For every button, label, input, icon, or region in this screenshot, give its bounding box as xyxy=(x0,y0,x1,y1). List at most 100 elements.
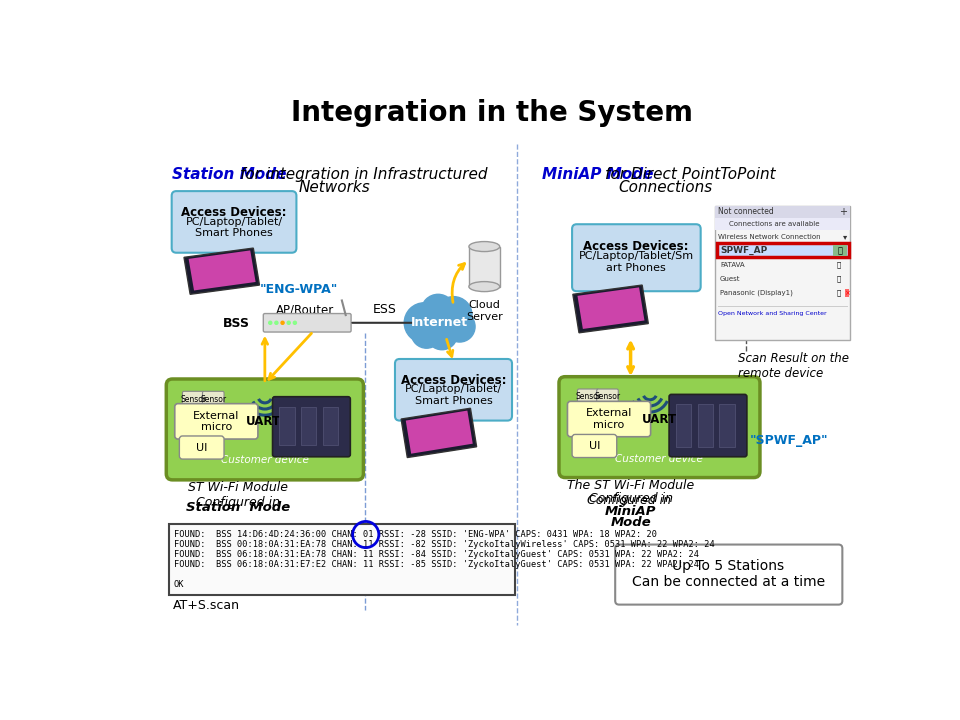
Text: 📶: 📶 xyxy=(836,276,840,282)
Text: "SPWF_AP": "SPWF_AP" xyxy=(750,434,828,447)
FancyBboxPatch shape xyxy=(715,206,850,218)
FancyBboxPatch shape xyxy=(273,397,350,456)
Text: AP/Router: AP/Router xyxy=(276,304,335,317)
Text: ▾: ▾ xyxy=(843,232,847,241)
Text: OK: OK xyxy=(174,580,184,589)
FancyBboxPatch shape xyxy=(698,405,713,446)
FancyBboxPatch shape xyxy=(263,313,351,332)
Text: Customer device: Customer device xyxy=(615,454,703,464)
Text: UART: UART xyxy=(246,415,281,428)
FancyBboxPatch shape xyxy=(559,377,760,477)
FancyBboxPatch shape xyxy=(567,401,651,437)
FancyBboxPatch shape xyxy=(597,389,618,405)
Ellipse shape xyxy=(468,282,500,292)
Circle shape xyxy=(421,294,455,328)
FancyBboxPatch shape xyxy=(669,395,747,456)
Text: "ENG-WPA": "ENG-WPA" xyxy=(259,283,338,296)
Text: FATAVA: FATAVA xyxy=(720,262,745,268)
Text: Up To 5 Stations
Can be connected at a time: Up To 5 Stations Can be connected at a t… xyxy=(632,559,825,589)
FancyBboxPatch shape xyxy=(468,246,500,287)
Text: +: + xyxy=(839,207,847,217)
Text: Sensor: Sensor xyxy=(180,395,206,403)
Text: Mode: Mode xyxy=(611,516,651,529)
Text: Sensor: Sensor xyxy=(575,392,601,401)
Text: 📶: 📶 xyxy=(836,262,840,269)
Circle shape xyxy=(426,319,457,350)
Ellipse shape xyxy=(468,241,500,251)
Circle shape xyxy=(269,321,272,324)
Text: BSS: BSS xyxy=(223,317,250,330)
FancyBboxPatch shape xyxy=(180,436,224,459)
Circle shape xyxy=(435,297,472,333)
Circle shape xyxy=(444,311,475,342)
FancyBboxPatch shape xyxy=(846,289,849,297)
Text: FOUND:  BSS 06:18:0A:31:E7:E2 CHAN: 11 RSSI: -85 SSID: 'ZyckoItalyGuest' CAPS: 0: FOUND: BSS 06:18:0A:31:E7:E2 CHAN: 11 RS… xyxy=(174,560,699,569)
Text: External
micro: External micro xyxy=(193,410,240,432)
Text: ×: × xyxy=(844,289,850,296)
Text: Customer device: Customer device xyxy=(221,455,309,465)
Text: Access Devices:: Access Devices: xyxy=(400,374,506,387)
FancyBboxPatch shape xyxy=(615,544,842,605)
Circle shape xyxy=(281,321,284,324)
Text: AT+S.scan: AT+S.scan xyxy=(173,599,239,612)
Text: PC/Laptop/Tablet/Sm
art Phones: PC/Laptop/Tablet/Sm art Phones xyxy=(579,251,693,273)
Circle shape xyxy=(275,321,278,324)
Text: Wireless Network Connection: Wireless Network Connection xyxy=(718,233,821,240)
FancyBboxPatch shape xyxy=(715,218,850,230)
FancyBboxPatch shape xyxy=(719,405,734,446)
Circle shape xyxy=(287,321,290,324)
FancyBboxPatch shape xyxy=(717,243,849,257)
FancyBboxPatch shape xyxy=(175,404,258,439)
Text: Sensor: Sensor xyxy=(201,395,227,403)
FancyBboxPatch shape xyxy=(203,391,224,407)
FancyBboxPatch shape xyxy=(572,434,616,457)
Polygon shape xyxy=(578,287,644,329)
Polygon shape xyxy=(401,408,476,457)
Circle shape xyxy=(404,303,444,343)
FancyBboxPatch shape xyxy=(301,407,317,445)
FancyBboxPatch shape xyxy=(182,391,204,407)
Text: Connections: Connections xyxy=(618,180,712,195)
Text: Cloud
Server: Cloud Server xyxy=(466,300,503,322)
Text: 📶: 📶 xyxy=(837,246,843,255)
FancyBboxPatch shape xyxy=(578,389,599,405)
Text: Configured in: Configured in xyxy=(588,492,673,505)
Polygon shape xyxy=(406,410,472,454)
FancyBboxPatch shape xyxy=(395,359,512,420)
Text: ST Wi-Fi Module
Configured in: ST Wi-Fi Module Configured in xyxy=(188,481,288,508)
Text: FOUND:  BSS 14:D6:4D:24:36:00 CHAN: 01 RSSI: -28 SSID: 'ENG-WPA' CAPS: 0431 WPA:: FOUND: BSS 14:D6:4D:24:36:00 CHAN: 01 RS… xyxy=(174,530,657,539)
FancyBboxPatch shape xyxy=(715,206,850,341)
Text: External
micro: External micro xyxy=(586,408,633,430)
FancyBboxPatch shape xyxy=(279,407,295,445)
Text: MiniAP: MiniAP xyxy=(605,505,657,518)
Text: UI: UI xyxy=(588,441,600,451)
Text: Access Devices:: Access Devices: xyxy=(181,206,287,219)
Text: MiniAP Mode: MiniAP Mode xyxy=(542,167,654,182)
Polygon shape xyxy=(184,248,259,294)
Text: Panasonic (Display1): Panasonic (Display1) xyxy=(720,289,793,296)
Text: Sensor: Sensor xyxy=(594,392,620,401)
Text: UI: UI xyxy=(196,443,207,453)
Text: Open Network and Sharing Center: Open Network and Sharing Center xyxy=(718,311,827,316)
FancyBboxPatch shape xyxy=(323,407,338,445)
Text: ESS: ESS xyxy=(372,303,396,316)
Polygon shape xyxy=(188,251,255,290)
Text: UART: UART xyxy=(641,413,677,426)
Text: FOUND:  BSS 00:18:0A:31:EA:78 CHAN: 11 RSSI: -82 SSID: 'ZyckoItalyWireless' CAPS: FOUND: BSS 00:18:0A:31:EA:78 CHAN: 11 RS… xyxy=(174,540,715,549)
Text: PC/Laptop/Tablet/
Smart Phones: PC/Laptop/Tablet/ Smart Phones xyxy=(405,384,502,406)
Text: FOUND:  BSS 06:18:0A:31:EA:78 CHAN: 11 RSSI: -84 SSID: 'ZyckoItalyGuest' CAPS: 0: FOUND: BSS 06:18:0A:31:EA:78 CHAN: 11 RS… xyxy=(174,550,699,559)
Text: Guest: Guest xyxy=(720,276,740,282)
Text: Station Mode: Station Mode xyxy=(173,167,287,182)
Text: SPWF_AP: SPWF_AP xyxy=(720,246,767,255)
Text: for Direct PointToPoint: for Direct PointToPoint xyxy=(605,167,776,182)
Text: Integration in the System: Integration in the System xyxy=(291,99,693,127)
Text: Station  Mode: Station Mode xyxy=(186,500,290,513)
Text: Scan Result on the
remote device: Scan Result on the remote device xyxy=(738,352,850,380)
Text: Networks: Networks xyxy=(299,180,370,195)
FancyBboxPatch shape xyxy=(169,523,516,595)
Text: Not connected: Not connected xyxy=(718,207,774,217)
FancyBboxPatch shape xyxy=(676,405,691,446)
Circle shape xyxy=(411,318,442,348)
Text: for integration in Infrastructured: for integration in Infrastructured xyxy=(240,167,488,182)
Polygon shape xyxy=(573,285,648,333)
